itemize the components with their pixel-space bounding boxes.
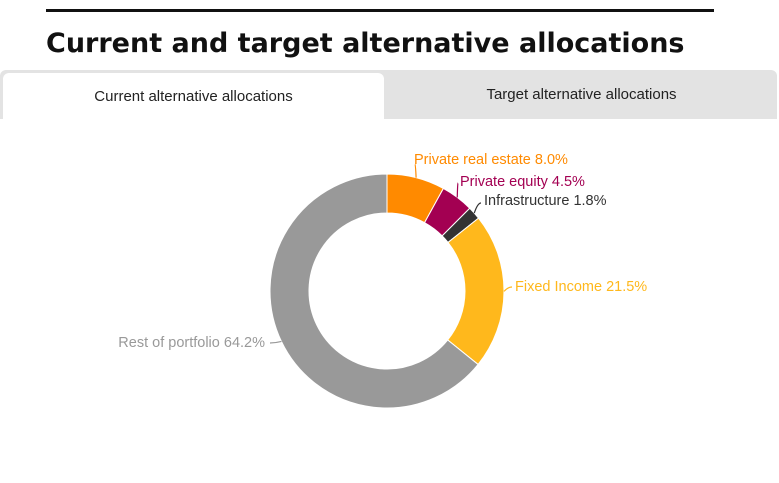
tab-bar: Current alternative allocations Target a…: [0, 70, 777, 119]
connector-fixed-income: [503, 286, 513, 292]
chart-area: Private real estate 8.0% Private equity 4…: [0, 119, 779, 483]
data-label-infrastructure: Infrastructure 1.8%: [484, 193, 607, 209]
donut-slice-rest-of-portfolio[interactable]: [269, 173, 479, 409]
top-rule: [46, 9, 714, 12]
donut-chart: Private real estate 8.0% Private equity 4…: [118, 152, 647, 409]
page-title: Current and target alternative allocatio…: [46, 28, 685, 59]
data-label-fixed-income: Fixed Income 21.5%: [515, 279, 647, 295]
data-label-rest-of-portfolio: Rest of portfolio 64.2%: [118, 335, 265, 351]
data-label-private-real-estate: Private real estate 8.0%: [414, 152, 568, 168]
connector-private-real-estate: [414, 163, 417, 178]
connector-infrastructure: [473, 202, 482, 214]
connector-rest-of-portfolio: [269, 340, 282, 344]
data-label-private-equity: Private equity 4.5%: [460, 174, 585, 190]
tab-target-allocations[interactable]: Target alternative allocations: [486, 86, 677, 103]
tab-current-allocations[interactable]: Current alternative allocations: [3, 73, 384, 119]
donut-slice-fixed-income[interactable]: [447, 217, 505, 366]
connector-private-equity: [456, 182, 459, 198]
